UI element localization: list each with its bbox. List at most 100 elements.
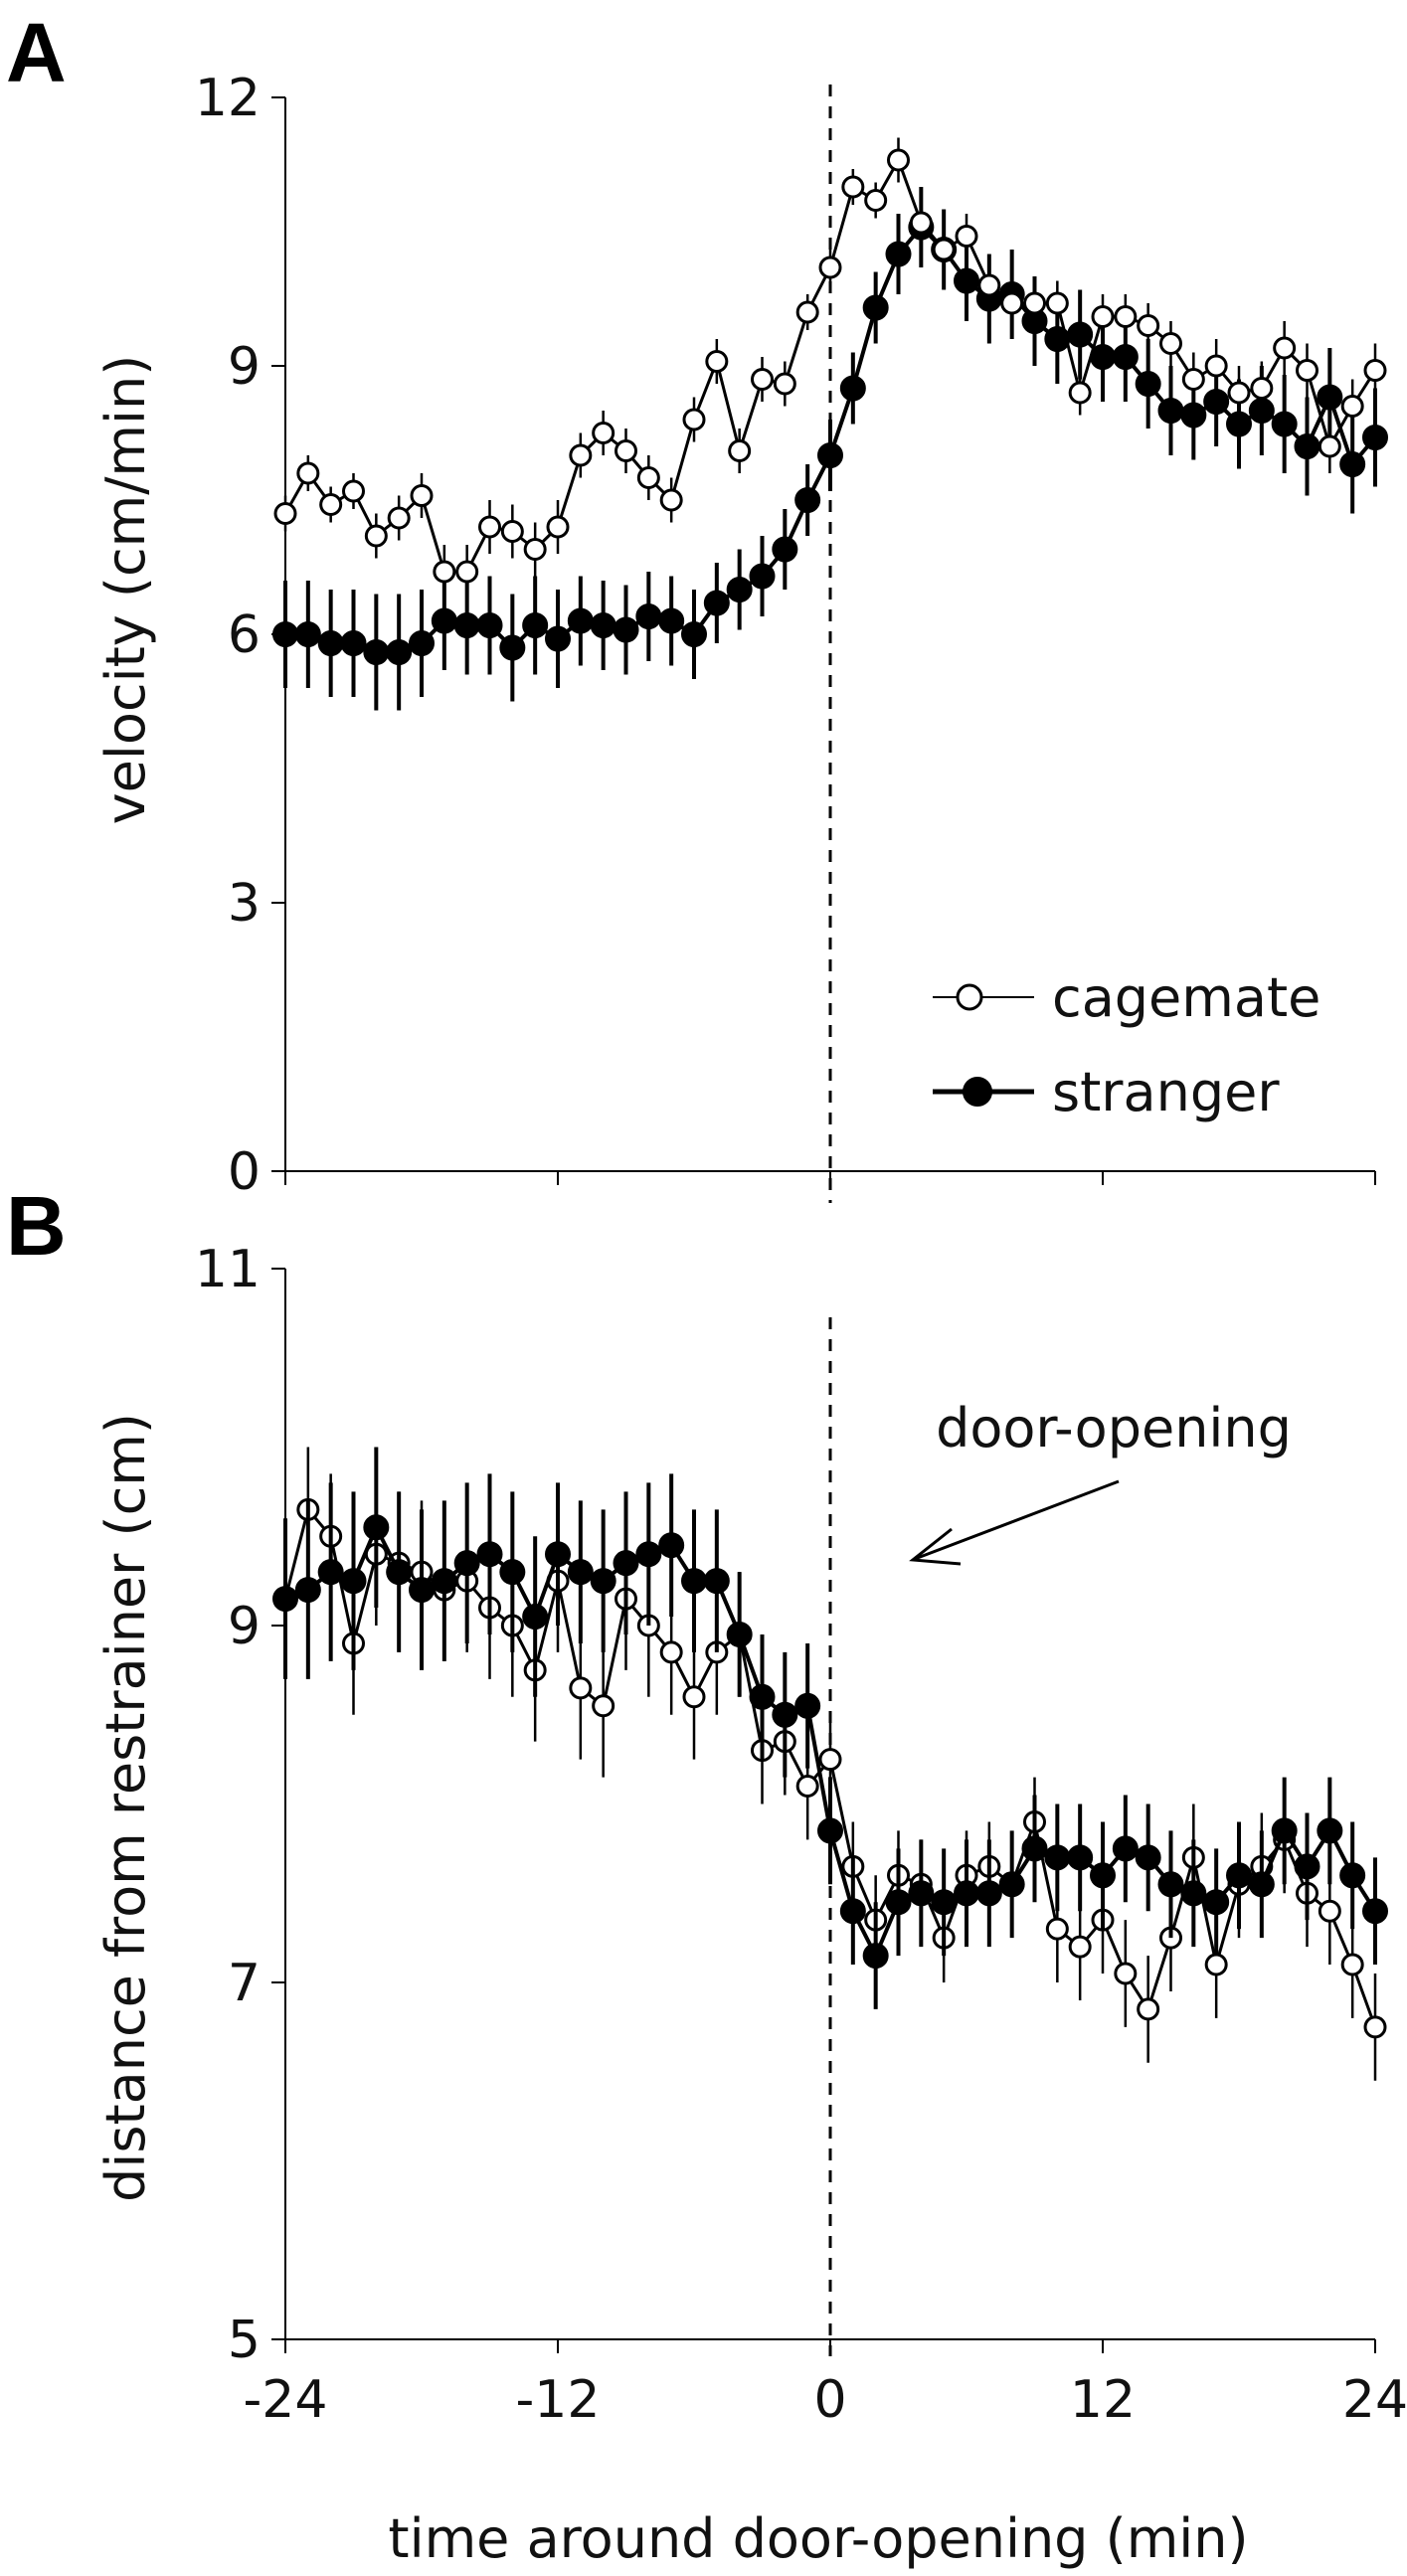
panel-b-cagemate-point xyxy=(795,1775,819,1799)
panel-a-cagemate-point xyxy=(410,484,434,507)
panel-b-stranger-point xyxy=(1135,1844,1161,1871)
panel-a-stranger-point xyxy=(567,607,594,634)
panel-b-stranger-point xyxy=(931,1889,958,1916)
panel-b-stranger-point xyxy=(1248,1871,1275,1898)
panel-a-y-tick-label: 6 xyxy=(228,605,261,665)
panel-b-series xyxy=(272,1447,1388,2081)
panel-a-stranger-point xyxy=(1067,321,1094,348)
panel-a-series-stranger xyxy=(272,187,1388,711)
door-opening-annotation: door-opening xyxy=(909,1397,1292,1566)
panel-a-stranger-point xyxy=(522,612,549,638)
legend-cagemate-marker xyxy=(956,983,983,1011)
panel-a-stranger-point xyxy=(681,621,707,647)
panel-a-stranger-point xyxy=(817,442,843,468)
panel-a-cagemate-point xyxy=(977,273,1001,297)
panel-a-stranger-point xyxy=(272,621,298,647)
panel-a-cagemate-point xyxy=(1296,359,1319,382)
panel-b-stranger-point xyxy=(431,1568,457,1595)
panel-a-cagemate-point xyxy=(1137,314,1160,337)
legend-stranger-marker xyxy=(963,1077,992,1107)
panel-a-cagemate-point xyxy=(728,439,752,462)
panel-b-x-tick-label: 0 xyxy=(813,2370,846,2430)
panel-letter-b: B xyxy=(6,1179,67,1273)
panel-a-stranger-point xyxy=(613,616,639,643)
panel-b-x-tick-label: -12 xyxy=(516,2370,601,2430)
panel-b-series-stranger xyxy=(272,1447,1388,2009)
panel-a-cagemate-point xyxy=(1318,434,1341,458)
panel-a-stranger-point xyxy=(772,536,798,563)
panel-b-stranger-point xyxy=(409,1577,435,1604)
panel-a-cagemate-point xyxy=(659,488,683,512)
panel-a-chart: 0 3 6 9 12 velocity (cm/min) cagemate strang… xyxy=(94,69,1388,1203)
panel-b-axes: 5 7 9 11 -24 -12 0 12 24 xyxy=(195,1240,1407,2430)
panel-a-stranger-point xyxy=(1271,411,1298,437)
panel-a-stranger-point xyxy=(658,607,685,634)
panel-a-cagemate-point xyxy=(909,211,933,235)
panel-a-series xyxy=(272,137,1388,711)
panel-a-cagemate-point xyxy=(500,520,524,543)
panel-b-stranger-point xyxy=(590,1568,616,1595)
panel-b-stranger-point xyxy=(998,1871,1025,1898)
panel-a-stranger-point xyxy=(1362,425,1388,450)
panel-a-cagemate-point xyxy=(433,560,456,584)
panel-a-cagemate-point xyxy=(615,439,637,462)
panel-a-cagemate-point xyxy=(636,466,660,489)
panel-a-cagemate-point xyxy=(773,372,796,396)
panel-b-stranger-point xyxy=(954,1880,979,1907)
panel-b-stranger-point xyxy=(522,1604,549,1631)
panel-b-y-tick-label: 9 xyxy=(228,1597,261,1656)
panel-b-stranger-point xyxy=(1362,1898,1388,1925)
panel-a-cagemate-point xyxy=(864,189,888,212)
panel-a-cagemate-point xyxy=(751,368,774,391)
panel-a-axes: 0 3 6 9 12 xyxy=(195,69,1376,1202)
panel-a-y-axis-title: velocity (cm/min) xyxy=(94,355,157,825)
panel-a-stranger-point xyxy=(726,577,753,602)
panel-a-cagemate-point xyxy=(319,493,343,516)
panel-b-stranger-point xyxy=(1180,1880,1207,1907)
panel-b-cagemate-point xyxy=(1204,1953,1228,1976)
panel-a-stranger-point xyxy=(431,607,457,634)
panel-a-cagemate-point xyxy=(546,515,570,539)
panel-b-x-tick-label: -24 xyxy=(244,2370,328,2430)
panel-a-stranger-point xyxy=(453,612,480,638)
panel-b-stranger-point xyxy=(681,1568,707,1595)
panel-b-stranger-point xyxy=(1271,1817,1298,1844)
panel-b-cagemate-point xyxy=(1363,2015,1387,2039)
panel-a-stranger-point xyxy=(635,603,662,629)
panel-a-cagemate-point xyxy=(569,443,593,467)
panel-b-cagemate-point xyxy=(1137,1997,1160,2021)
panel-a-cagemate-point xyxy=(296,461,320,485)
panel-b-stranger-point xyxy=(1067,1844,1094,1871)
panel-a-stranger-point xyxy=(409,630,435,656)
panel-a-stranger-point xyxy=(862,294,889,321)
panel-b-stranger-point xyxy=(1044,1844,1071,1871)
panel-b-stranger-point xyxy=(1090,1862,1116,1889)
panel-b-cagemate-point xyxy=(659,1640,683,1664)
panel-a-cagemate-point xyxy=(1068,381,1092,405)
panel-a-stranger-point xyxy=(1294,433,1320,459)
panel-b-cagemate-point xyxy=(1340,1953,1364,1976)
panel-b-y-tick-label: 7 xyxy=(228,1954,261,2013)
panel-b-stranger-point xyxy=(635,1541,662,1568)
panel-a-stranger-point xyxy=(1339,451,1366,477)
panel-a-cagemate-point xyxy=(932,238,956,261)
panel-b-x-tick-label: 24 xyxy=(1342,2370,1407,2430)
panel-letter-a: A xyxy=(6,6,67,99)
panel-a-cagemate-point xyxy=(523,538,547,561)
door-opening-arrow-shaft xyxy=(914,1479,1120,1561)
panel-b-stranger-point xyxy=(363,1514,390,1541)
panel-a-cagemate-point xyxy=(273,502,297,525)
panel-b-cagemate-point xyxy=(1318,1899,1341,1923)
panel-b-cagemate-point xyxy=(569,1676,593,1700)
panel-b-stranger-point xyxy=(658,1532,685,1559)
panel-a-cagemate-point xyxy=(387,506,411,530)
panel-a-stranger-point xyxy=(839,375,866,402)
panel-b-y-tick-label: 11 xyxy=(195,1240,261,1299)
panel-a-stranger-point xyxy=(794,487,821,513)
panel-b-stranger-point xyxy=(453,1550,480,1577)
panel-a-cagemate-point xyxy=(1273,336,1297,360)
panel-a-stranger-point xyxy=(1157,398,1184,424)
panel-a-cagemate-point xyxy=(1363,359,1387,382)
panel-b-stranger-point xyxy=(817,1817,843,1844)
